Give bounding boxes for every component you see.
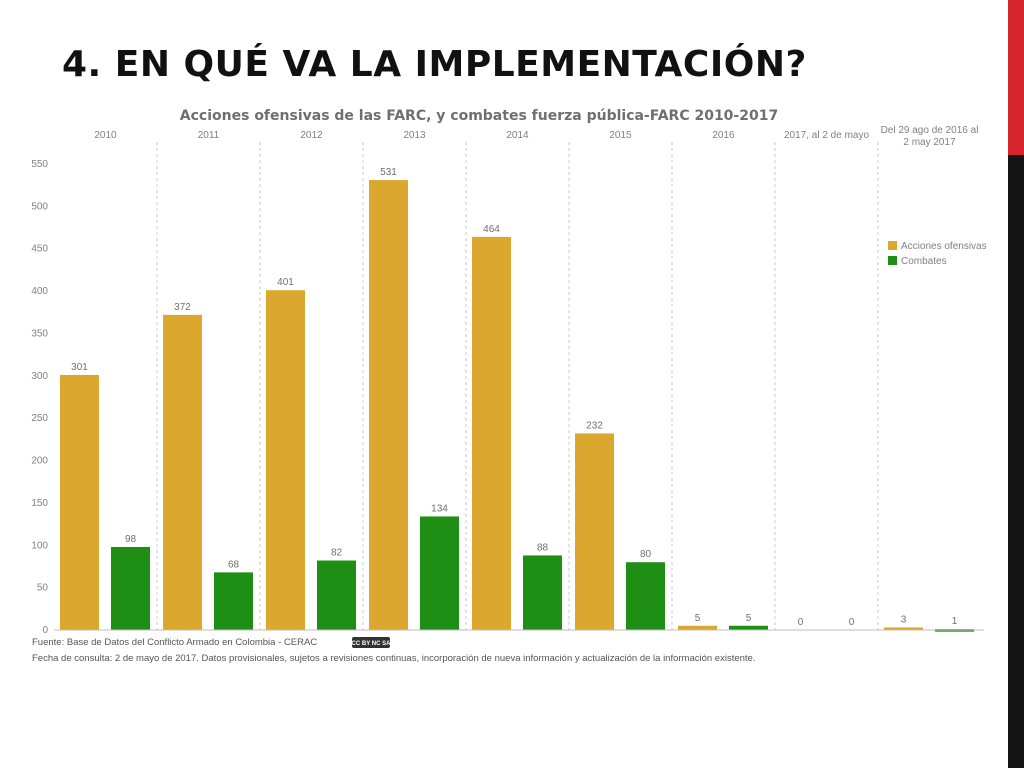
bar-acciones-ofensivas	[369, 180, 408, 630]
y-tick-label: 300	[31, 371, 48, 382]
y-tick-label: 50	[37, 583, 49, 594]
bar-combates	[111, 546, 150, 630]
data-label: 3	[901, 614, 907, 625]
column-label: Del 29 ago de 2016 al	[881, 125, 979, 136]
license-badge-text: CC BY NC SA	[352, 641, 392, 647]
bar-acciones-ofensivas	[678, 625, 717, 630]
bar-combates	[626, 562, 665, 630]
bars	[60, 180, 974, 632]
y-tick-label: 450	[31, 244, 48, 255]
data-labels: 301 372 401 531 464 232 5 0 3 98 68 82 134 88 80 5 0 1	[71, 167, 958, 628]
bar-acciones-ofensivas	[163, 314, 202, 630]
legend-swatch	[888, 241, 897, 250]
bar-acciones-ofensivas	[60, 374, 99, 630]
bar-chart: Acciones ofensivas de las FARC, y combat…	[31, 108, 987, 664]
column-label: 2016	[712, 130, 735, 141]
license-badge: CC BY NC SA	[352, 637, 392, 648]
legend-label: Acciones ofensivas	[901, 241, 987, 252]
column-label: 2017, al 2 de mayo	[784, 130, 869, 141]
y-tick-label: 350	[31, 328, 48, 339]
data-label: 301	[71, 362, 88, 373]
legend-label: Combates	[901, 256, 947, 267]
bar-combates	[523, 555, 562, 630]
data-label: 531	[380, 167, 397, 178]
bar-acciones-ofensivas	[472, 236, 511, 630]
data-label: 464	[483, 224, 500, 235]
data-label: 5	[695, 613, 701, 624]
consult-note: Fecha de consulta: 2 de mayo de 2017. Da…	[32, 653, 755, 664]
data-label: 80	[640, 549, 652, 560]
y-tick-label: 200	[31, 456, 48, 467]
data-label: 0	[798, 617, 804, 628]
column-label: 2010	[94, 130, 117, 141]
data-label: 68	[228, 559, 240, 570]
chart-container: Acciones ofensivas de las FARC, y combat…	[24, 100, 994, 670]
y-tick-label: 250	[31, 413, 48, 424]
y-axis-ticks: 0 50 100 150 200 250 300 350 400 450 500 550	[31, 159, 48, 636]
y-tick-label: 100	[31, 540, 48, 551]
bar-acciones-ofensivas	[575, 433, 614, 630]
data-label: 98	[125, 534, 137, 545]
data-label: 1	[952, 616, 958, 627]
accent-bar-black	[1008, 155, 1024, 768]
data-label: 401	[277, 277, 294, 288]
data-label: 232	[586, 420, 603, 431]
y-tick-label: 500	[31, 201, 48, 212]
bar-combates	[420, 516, 459, 630]
column-label: 2013	[403, 130, 426, 141]
accent-bar-red	[1008, 0, 1024, 155]
bar-combates	[214, 572, 253, 630]
column-separators	[156, 142, 879, 630]
y-tick-label: 150	[31, 498, 48, 509]
bar-combates	[317, 560, 356, 630]
y-tick-label: 550	[31, 159, 48, 170]
legend: Acciones ofensivas Combates	[888, 241, 987, 267]
column-label: 2015	[609, 130, 632, 141]
bar-combates	[729, 625, 768, 630]
y-tick-label: 400	[31, 286, 48, 297]
data-label: 88	[537, 542, 549, 553]
column-labels: 2010 2011 2012 2013 2014 2015 2016 2017, al 2 d…	[94, 125, 978, 148]
data-label: 372	[174, 302, 191, 313]
column-label: 2014	[506, 130, 529, 141]
bar-acciones-ofensivas	[884, 627, 923, 630]
data-label: 0	[849, 617, 855, 628]
data-label: 82	[331, 548, 343, 559]
legend-swatch	[888, 256, 897, 265]
source-note: Fuente: Base de Datos del Conflicto Arma…	[32, 637, 317, 648]
column-label: 2012	[300, 130, 323, 141]
data-label: 5	[746, 613, 752, 624]
column-label: 2 may 2017	[903, 137, 956, 148]
column-label: 2011	[198, 130, 220, 141]
y-tick-label: 0	[42, 625, 48, 636]
bar-acciones-ofensivas	[266, 290, 305, 630]
slide-title: 4. EN QUÉ VA LA IMPLEMENTACIÓN?	[62, 44, 807, 85]
chart-title: Acciones ofensivas de las FARC, y combat…	[180, 108, 778, 124]
data-label: 134	[431, 503, 448, 514]
